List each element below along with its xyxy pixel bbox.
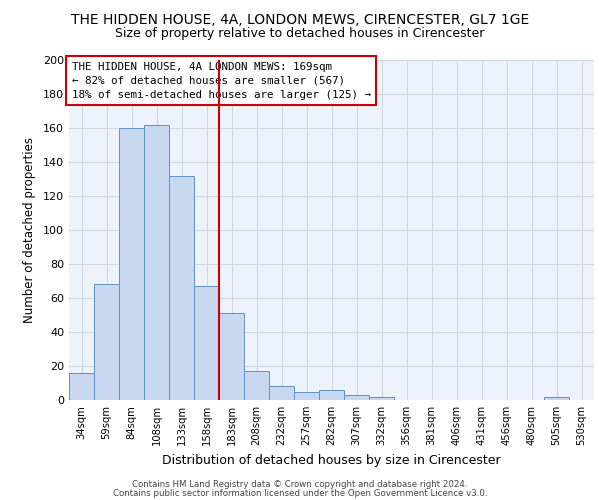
Bar (544, 396, 569, 400)
Bar (294, 392, 319, 400)
Bar (144, 124, 169, 400)
Bar (319, 390, 344, 400)
Text: Contains HM Land Registry data © Crown copyright and database right 2024.: Contains HM Land Registry data © Crown c… (132, 480, 468, 489)
Bar (219, 314, 244, 400)
Bar (69, 373, 94, 400)
Bar (194, 286, 219, 400)
Bar (269, 386, 294, 400)
Text: THE HIDDEN HOUSE, 4A LONDON MEWS: 169sqm
← 82% of detached houses are smaller (5: THE HIDDEN HOUSE, 4A LONDON MEWS: 169sqm… (71, 62, 371, 100)
Bar (369, 396, 394, 400)
Bar (344, 395, 369, 400)
Bar (169, 176, 194, 400)
X-axis label: Distribution of detached houses by size in Cirencester: Distribution of detached houses by size … (162, 454, 501, 466)
Text: THE HIDDEN HOUSE, 4A, LONDON MEWS, CIRENCESTER, GL7 1GE: THE HIDDEN HOUSE, 4A, LONDON MEWS, CIREN… (71, 12, 529, 26)
Y-axis label: Number of detached properties: Number of detached properties (23, 137, 36, 323)
Bar (119, 128, 144, 400)
Bar (244, 371, 269, 400)
Text: Size of property relative to detached houses in Cirencester: Size of property relative to detached ho… (115, 28, 485, 40)
Text: Contains public sector information licensed under the Open Government Licence v3: Contains public sector information licen… (113, 488, 487, 498)
Bar (94, 284, 119, 400)
